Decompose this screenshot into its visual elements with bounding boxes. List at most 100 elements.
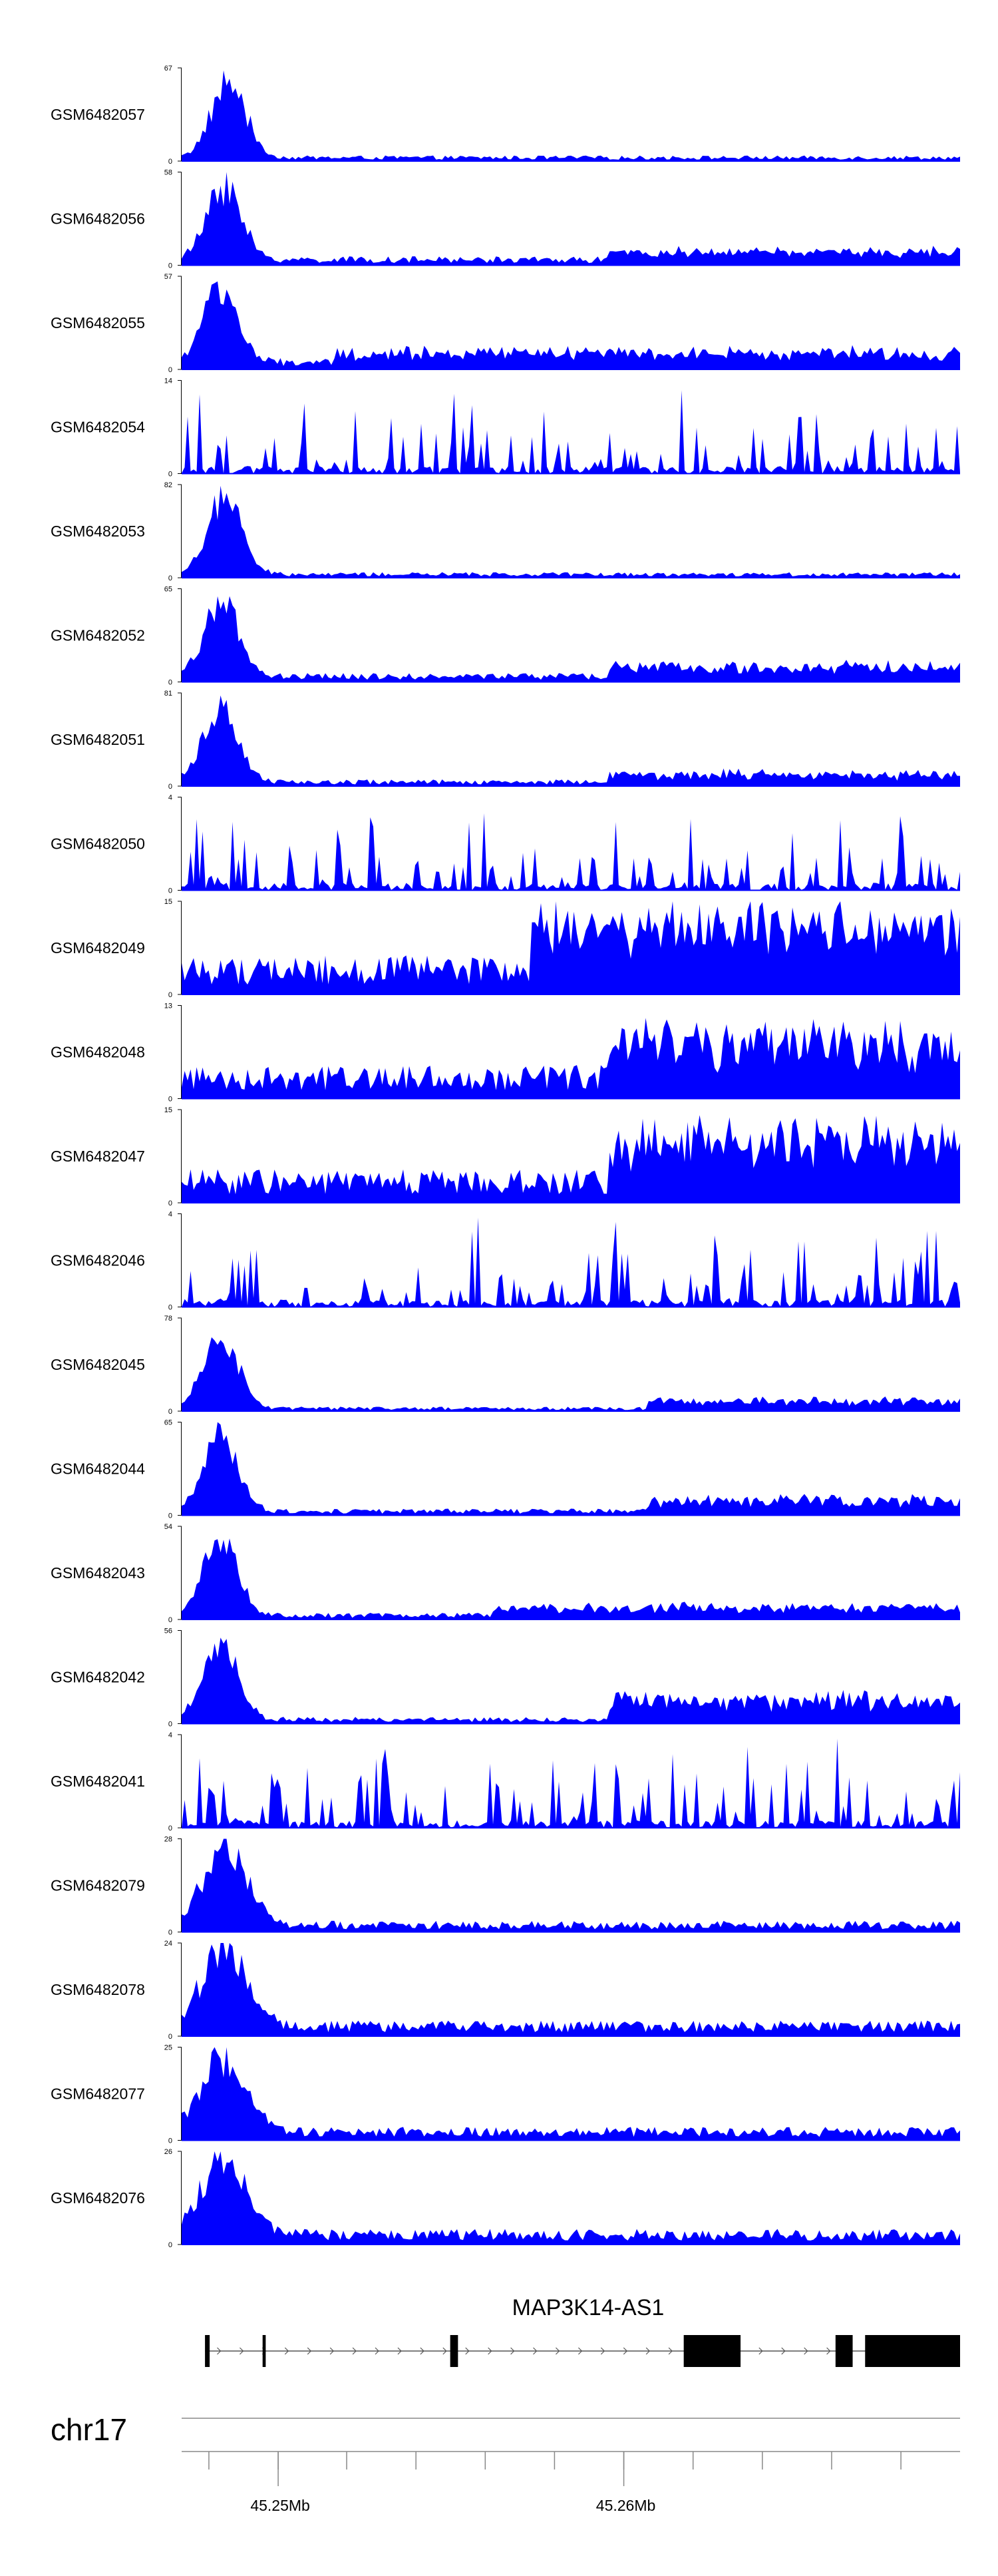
track-GSM6482048: GSM6482048 13 0: [51, 1002, 960, 1104]
track-label: GSM6482053: [51, 523, 145, 540]
strand-arrow: [600, 2347, 605, 2355]
gene-exon: [450, 2335, 458, 2367]
y-zero-label: 0: [168, 1512, 172, 1520]
signal-area: [182, 1943, 960, 2036]
signal-area: [182, 2047, 960, 2141]
y-zero-label: 0: [168, 1304, 172, 1312]
signal-area: [182, 1115, 960, 1203]
track-label: GSM6482057: [51, 106, 145, 123]
strand-arrow: [781, 2347, 786, 2355]
gene-exon: [835, 2335, 853, 2367]
signal-area: [182, 1018, 960, 1099]
y-max-label: 58: [164, 169, 172, 177]
track-GSM6482052: GSM6482052 65 0: [51, 586, 960, 687]
track-GSM6482056: GSM6482056 58 0: [51, 169, 960, 270]
track-GSM6482054: GSM6482054 14 0: [51, 377, 960, 479]
track-label: GSM6482050: [51, 835, 145, 853]
y-zero-label: 0: [168, 2033, 172, 2041]
signal-area: [182, 485, 960, 578]
y-zero-label: 0: [168, 158, 172, 166]
gene-annotation: MAP3K14-AS1: [205, 2295, 960, 2367]
track-GSM6482043: GSM6482043 54 0: [51, 1523, 960, 1624]
y-zero-label: 0: [168, 1616, 172, 1624]
y-zero-label: 0: [168, 262, 172, 270]
track-label: GSM6482051: [51, 731, 145, 748]
strand-arrow: [420, 2347, 424, 2355]
signal-area: [182, 172, 960, 266]
signal-area: [182, 2151, 960, 2245]
track-label: GSM6482041: [51, 1773, 145, 1790]
strand-arrow: [488, 2347, 492, 2355]
strand-arrow: [217, 2347, 222, 2355]
strand-arrow: [623, 2347, 628, 2355]
y-max-label: 65: [164, 586, 172, 594]
y-max-label: 4: [168, 794, 172, 802]
track-GSM6482077: GSM6482077 25 0: [51, 2044, 960, 2145]
y-max-label: 15: [164, 1106, 172, 1114]
track-label: GSM6482045: [51, 1356, 145, 1373]
track-GSM6482047: GSM6482047 15 0: [51, 1106, 960, 1207]
axis-tick-label: 45.25Mb: [250, 2497, 310, 2514]
track-GSM6482078: GSM6482078 24 0: [51, 1940, 960, 2041]
strand-arrow: [307, 2347, 312, 2355]
strand-arrow: [578, 2347, 583, 2355]
track-label: GSM6482048: [51, 1044, 145, 1061]
y-max-label: 15: [164, 898, 172, 906]
track-label: GSM6482049: [51, 939, 145, 957]
track-GSM6482053: GSM6482053 82 0: [51, 481, 960, 582]
track-label: GSM6482046: [51, 1252, 145, 1269]
signal-area: [182, 1838, 960, 1932]
track-GSM6482050: GSM6482050 4 0: [51, 794, 960, 895]
y-zero-label: 0: [168, 1825, 172, 1832]
track-label: GSM6482043: [51, 1564, 145, 1582]
gene-name-label: MAP3K14-AS1: [512, 2295, 665, 2320]
signal-area: [182, 281, 960, 369]
y-max-label: 4: [168, 1211, 172, 1219]
track-GSM6482044: GSM6482044 65 0: [51, 1419, 960, 1520]
track-label: GSM6482047: [51, 1148, 145, 1165]
track-GSM6482049: GSM6482049 15 0: [51, 898, 960, 999]
y-zero-label: 0: [168, 783, 172, 791]
strand-arrow: [645, 2347, 651, 2355]
signal-area: [182, 901, 960, 994]
strand-arrow: [329, 2347, 334, 2355]
track-label: GSM6482056: [51, 210, 145, 228]
strand-arrow: [533, 2347, 538, 2355]
y-max-label: 67: [164, 65, 172, 73]
track-GSM6482055: GSM6482055 57 0: [51, 273, 960, 374]
y-max-label: 24: [164, 1940, 172, 1948]
strand-arrow: [442, 2347, 447, 2355]
axis-tick-label: 45.26Mb: [596, 2497, 656, 2514]
y-zero-label: 0: [168, 574, 172, 582]
chromosome-axis: chr17 45.25Mb 45.26Mb: [51, 2412, 960, 2514]
y-zero-label: 0: [168, 1721, 172, 1729]
y-zero-label: 0: [168, 1929, 172, 1937]
track-label: GSM6482054: [51, 419, 145, 436]
y-zero-label: 0: [168, 2241, 172, 2249]
y-max-label: 4: [168, 1731, 172, 1739]
track-label: GSM6482055: [51, 314, 145, 331]
signal-area: [182, 1739, 960, 1828]
track-label: GSM6482044: [51, 1460, 145, 1478]
y-zero-label: 0: [168, 679, 172, 687]
y-max-label: 65: [164, 1419, 172, 1427]
y-max-label: 26: [164, 2148, 172, 2156]
signal-area: [182, 695, 960, 786]
gene-exon: [205, 2335, 210, 2367]
y-max-label: 56: [164, 1627, 172, 1635]
track-GSM6482042: GSM6482042 56 0: [51, 1627, 960, 1729]
signal-area: [182, 1337, 960, 1411]
signal-area: [182, 70, 960, 161]
strand-arrow: [510, 2347, 515, 2355]
y-max-label: 57: [164, 273, 172, 281]
strand-arrow: [758, 2347, 763, 2355]
gene-exon: [865, 2335, 960, 2367]
y-max-label: 28: [164, 1836, 172, 1844]
track-GSM6482051: GSM6482051 81 0: [51, 690, 960, 791]
track-GSM6482046: GSM6482046 4 0: [51, 1211, 960, 1312]
strand-arrow: [668, 2347, 673, 2355]
gene-exon: [683, 2335, 741, 2367]
signal-tracks: GSM6482057670GSM6482056580GSM6482055570G…: [51, 65, 960, 2249]
y-max-label: 82: [164, 481, 172, 489]
